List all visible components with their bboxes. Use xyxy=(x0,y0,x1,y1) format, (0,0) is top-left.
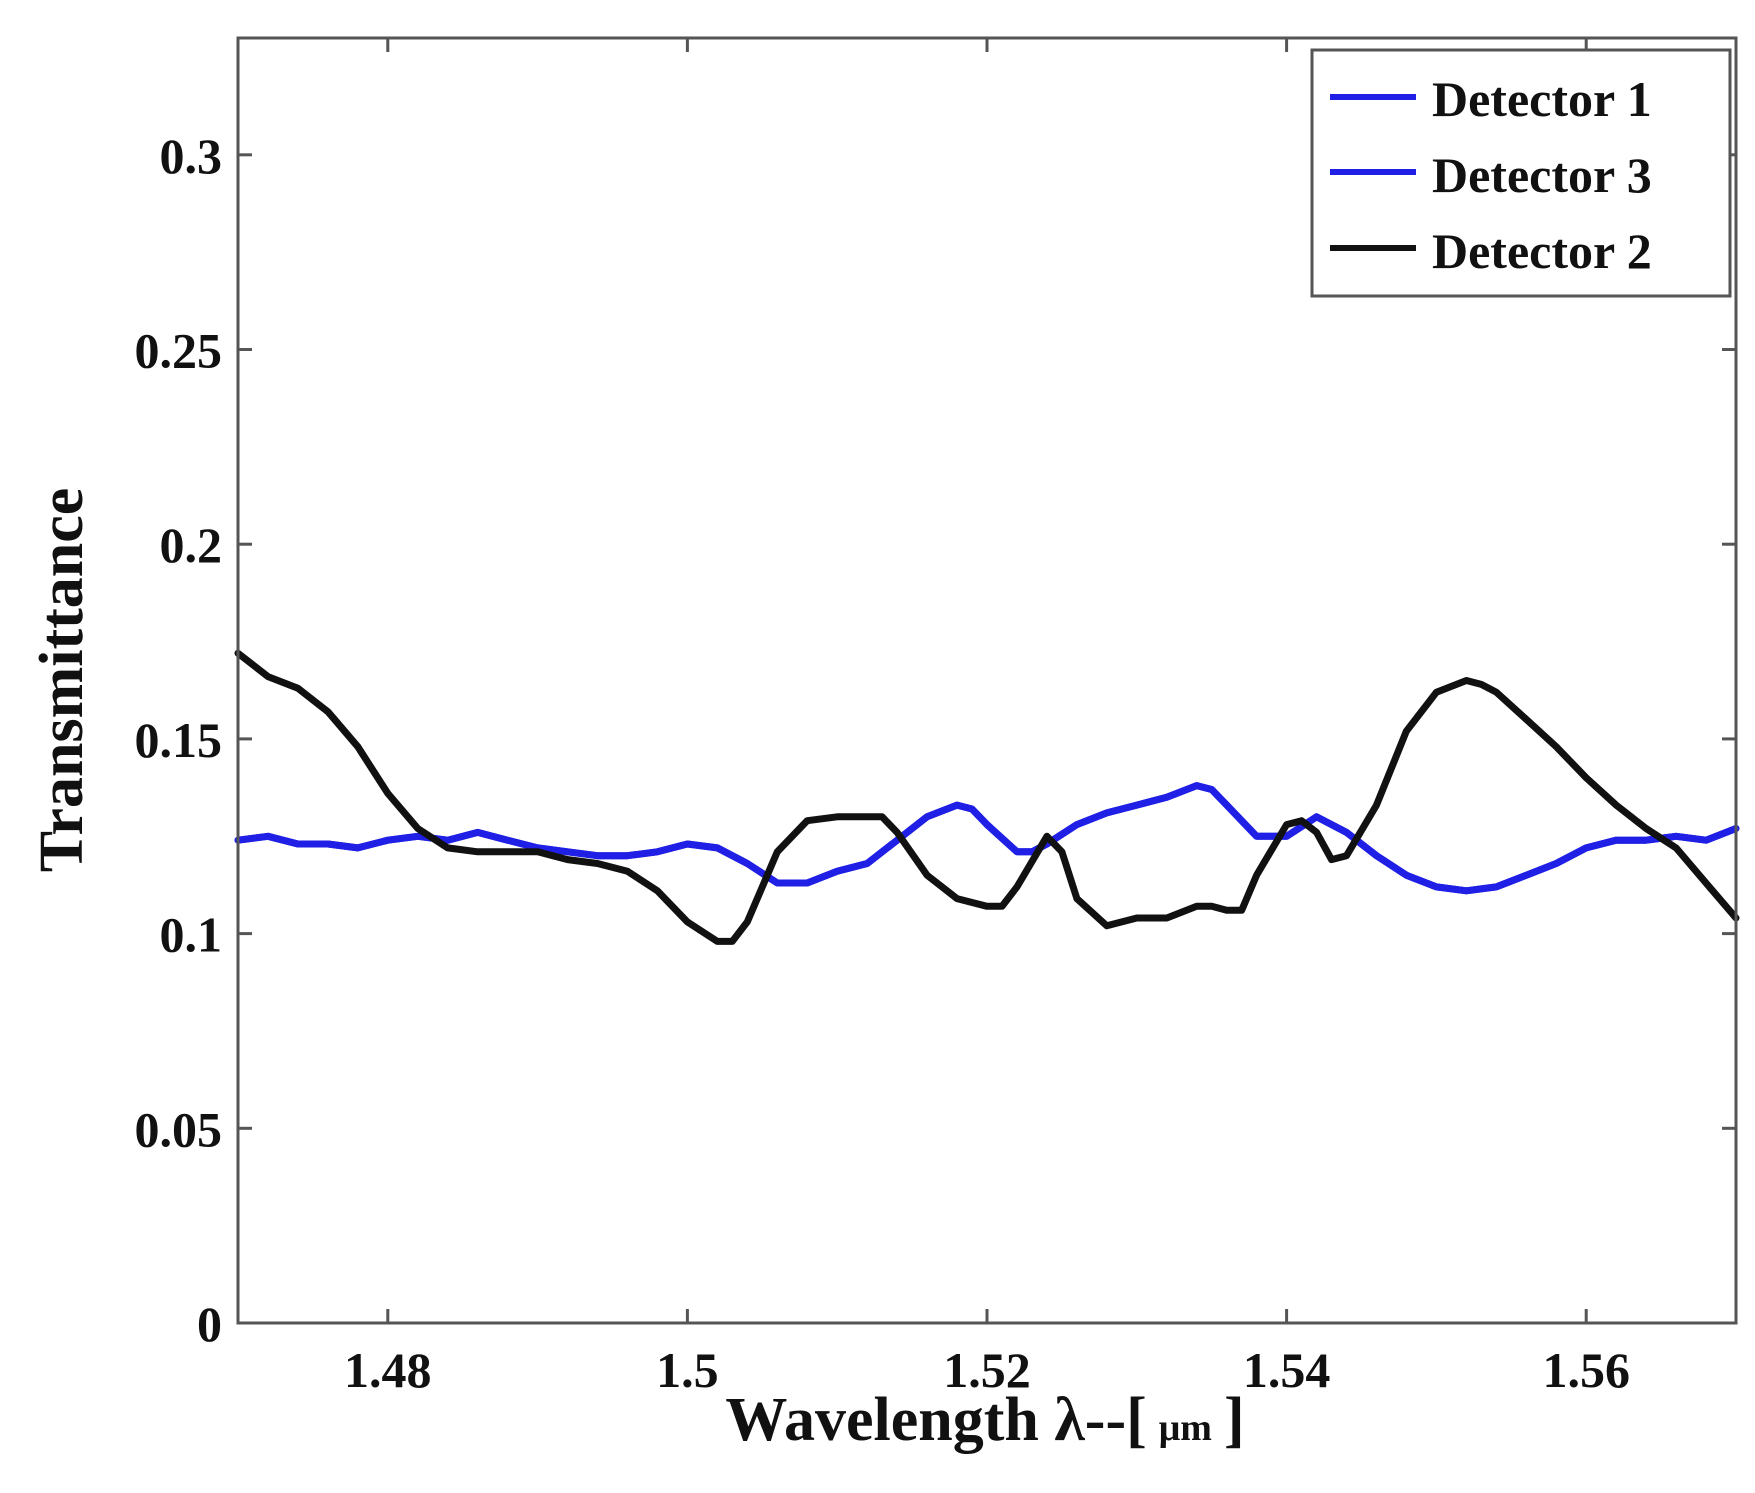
x-axis-title-close: ] xyxy=(1224,1386,1245,1454)
x-tick-label-4: 1.56 xyxy=(1542,1342,1630,1398)
x-tick-labels: 1.48 1.5 1.52 1.54 1.56 xyxy=(344,1342,1630,1398)
y-tick-label-5: 0.25 xyxy=(135,323,223,379)
y-tick-label-1: 0.05 xyxy=(135,1101,223,1157)
y-tick-label-4: 0.2 xyxy=(160,517,223,573)
x-axis-title: Wavelength λ--[ μm] xyxy=(725,1386,1244,1454)
y-tick-label-3: 0.15 xyxy=(135,712,223,768)
legend-label-detector-2: Detector 2 xyxy=(1432,223,1652,279)
series-line-detector-2 xyxy=(234,649,1740,945)
legend: Detector 1 Detector 3 Detector 2 xyxy=(1310,48,1732,298)
y-tick-label-6: 0.3 xyxy=(160,128,223,184)
x-tick-label-2: 1.52 xyxy=(943,1342,1031,1398)
x-tick-label-0: 1.48 xyxy=(344,1342,432,1398)
series-lines xyxy=(234,649,1740,945)
x-axis-title-main: Wavelength λ--[ xyxy=(725,1386,1146,1454)
y-tick-label-0: 0 xyxy=(197,1296,222,1352)
plot-frame xyxy=(236,36,1738,1325)
legend-label-detector-3: Detector 3 xyxy=(1432,147,1652,203)
x-tick-label-1: 1.5 xyxy=(656,1342,719,1398)
legend-label-detector-1: Detector 1 xyxy=(1432,71,1652,127)
series-line-detector-3 xyxy=(234,782,1740,895)
x-tick-label-3: 1.54 xyxy=(1243,1342,1331,1398)
y-axis-title: Transmittance xyxy=(28,488,96,873)
y-tick-labels: 0 0.05 0.1 0.15 0.2 0.25 0.3 xyxy=(135,128,223,1352)
x-axis-title-unit: μm xyxy=(1159,1407,1212,1449)
y-tick-label-2: 0.1 xyxy=(160,907,223,963)
